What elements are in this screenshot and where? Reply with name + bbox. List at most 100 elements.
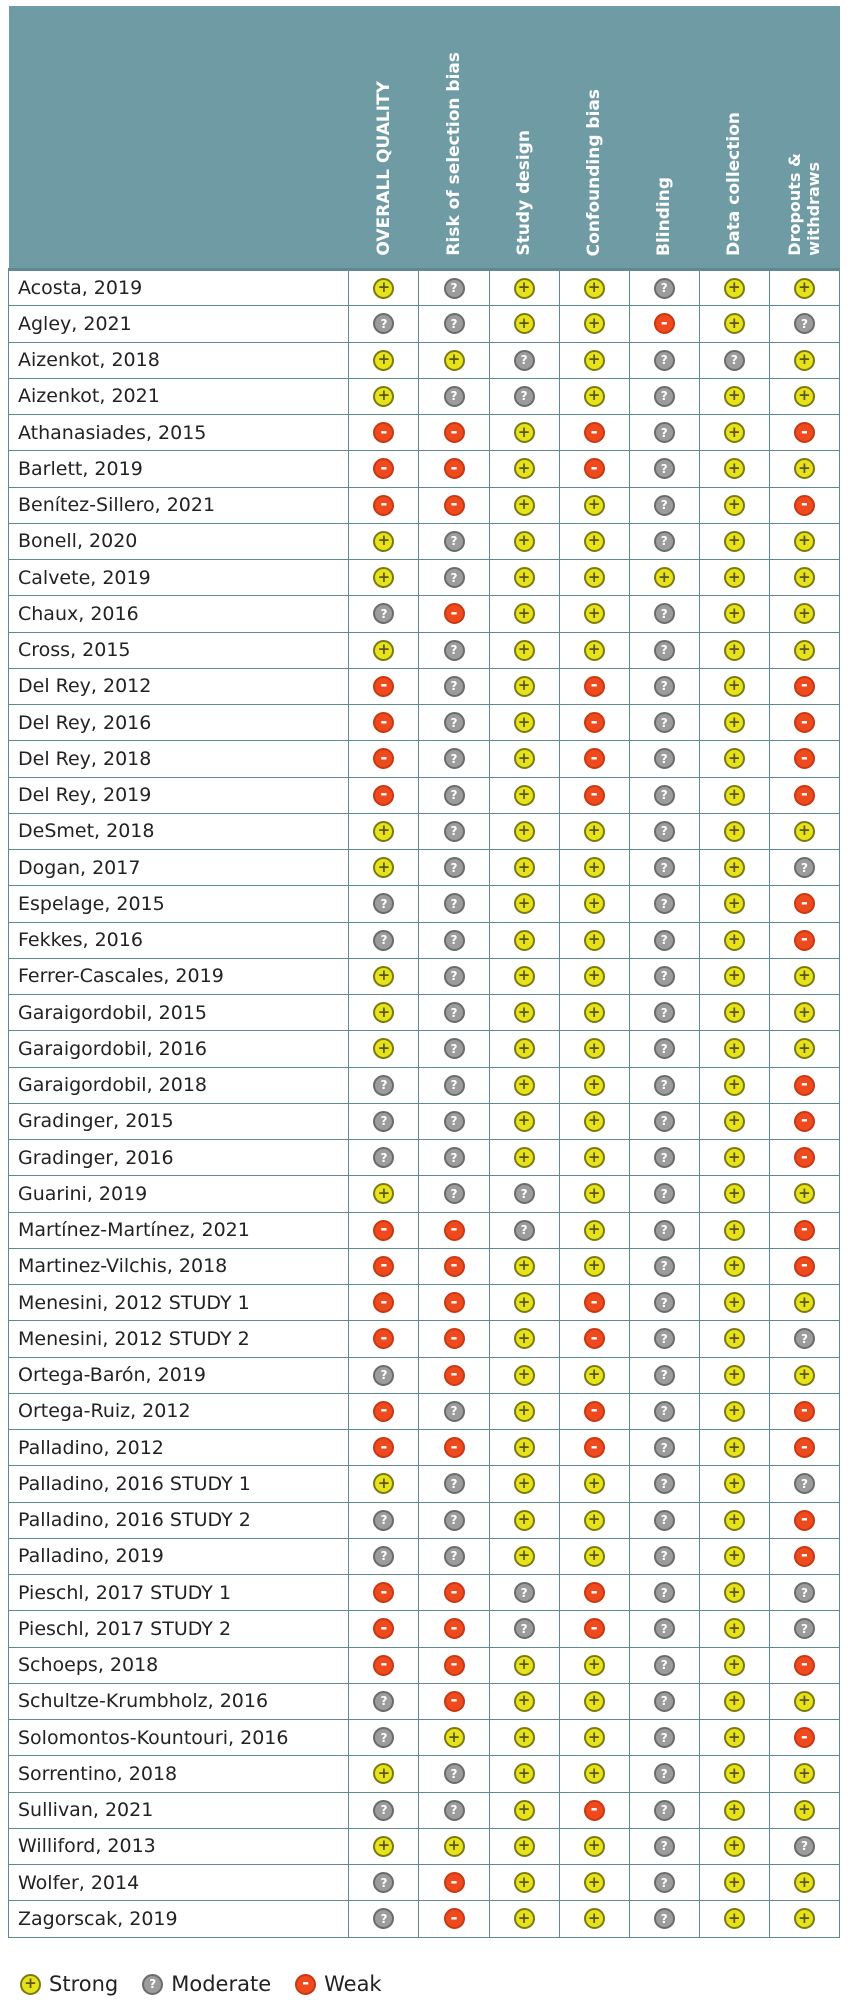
rating-cell — [418, 885, 490, 923]
question-circle-icon — [443, 1545, 465, 1567]
rating-cell — [628, 957, 700, 996]
plus-circle-icon — [373, 1002, 395, 1024]
rating-cell — [488, 667, 560, 706]
rating-cell — [488, 1791, 560, 1829]
question-circle-icon — [653, 784, 675, 806]
rating-cell — [558, 1900, 630, 1938]
rating-cell — [488, 776, 560, 814]
column-header: Confounding bias — [559, 6, 630, 271]
rating-cell — [768, 413, 841, 452]
rating-cell — [418, 1610, 490, 1648]
plus-circle-icon — [723, 1654, 745, 1676]
plus-circle-icon — [513, 1074, 535, 1096]
minus-circle-icon — [443, 1654, 465, 1676]
question-circle-icon — [653, 1292, 675, 1314]
minus-circle-icon — [793, 1654, 815, 1676]
plus-circle-icon — [513, 1400, 535, 1422]
study-name-cell: Acosta, 2019 — [7, 268, 350, 307]
table-row: Gradinger, 2016 — [7, 1138, 841, 1177]
minus-circle-icon — [793, 929, 815, 951]
rating-cell — [418, 1283, 490, 1322]
plus-circle-icon — [513, 1908, 535, 1930]
rating-cell — [418, 812, 490, 851]
rating-cell — [628, 1247, 700, 1286]
study-name-cell: Ferrer-Cascales, 2019 — [7, 957, 350, 996]
rating-cell — [698, 1211, 770, 1249]
minus-circle-icon — [793, 1147, 815, 1169]
rating-cell — [698, 486, 770, 524]
rating-cell — [698, 703, 770, 742]
rating-cell — [488, 305, 560, 343]
plus-circle-icon — [513, 1002, 535, 1024]
study-name-cell: Chaux, 2016 — [7, 595, 350, 633]
question-circle-icon — [373, 1545, 395, 1567]
plus-circle-icon — [513, 1364, 535, 1386]
question-circle-icon — [373, 1509, 395, 1531]
question-circle-icon — [443, 1509, 465, 1531]
question-circle-icon — [443, 1002, 465, 1024]
question-circle-icon — [373, 1872, 395, 1894]
rating-cell — [348, 268, 420, 307]
question-circle-icon — [443, 1400, 465, 1422]
rating-cell — [418, 1465, 490, 1503]
plus-circle-icon — [723, 1255, 745, 1277]
table-row: Martínez-Martínez, 2021 — [7, 1211, 841, 1249]
rating-cell — [628, 703, 700, 742]
plus-circle-icon — [723, 1835, 745, 1857]
table-row: Aizenkot, 2018 — [7, 341, 841, 379]
question-circle-icon — [653, 1074, 675, 1096]
rating-cell — [418, 305, 490, 343]
column-header-label: Confounding bias — [584, 88, 605, 256]
rating-cell — [558, 993, 630, 1032]
rating-cell — [348, 1610, 420, 1648]
rating-cell — [768, 1718, 841, 1757]
table-row: Del Rey, 2016 — [7, 703, 841, 742]
rating-cell — [698, 1030, 770, 1068]
plus-circle-icon — [793, 530, 815, 552]
plus-circle-icon — [583, 1473, 605, 1495]
rating-cell — [698, 1102, 770, 1141]
question-circle-icon — [653, 965, 675, 987]
plus-circle-icon — [793, 277, 815, 299]
minus-circle-icon — [793, 1509, 815, 1531]
minus-circle-icon — [583, 1582, 605, 1604]
minus-circle-icon — [443, 458, 465, 480]
table-row: Garaigordobil, 2015 — [7, 993, 841, 1032]
rating-cell — [348, 1066, 420, 1104]
rating-cell — [768, 1320, 841, 1358]
study-name-cell: Garaigordobil, 2015 — [7, 993, 350, 1032]
rating-cell — [628, 522, 700, 561]
plus-circle-icon — [723, 1219, 745, 1241]
question-circle-icon — [373, 313, 395, 335]
rating-cell — [488, 1320, 560, 1358]
rating-cell — [558, 703, 630, 742]
question-circle-icon — [653, 1835, 675, 1857]
plus-circle-icon — [583, 965, 605, 987]
table-row: Sullivan, 2021 — [7, 1791, 841, 1829]
rating-cell — [698, 1501, 770, 1539]
rating-cell — [768, 957, 841, 996]
table-row: Del Rey, 2012 — [7, 667, 841, 706]
rating-cell — [418, 522, 490, 561]
rating-cell — [558, 450, 630, 488]
plus-circle-icon — [583, 530, 605, 552]
plus-circle-icon — [583, 1908, 605, 1930]
rating-cell — [698, 740, 770, 778]
rating-cell — [768, 486, 841, 524]
question-circle-icon — [653, 1364, 675, 1386]
rating-cell — [488, 848, 560, 887]
minus-circle-icon — [373, 1437, 395, 1459]
rating-cell — [488, 1863, 560, 1902]
rating-cell — [348, 558, 420, 597]
rating-cell — [348, 812, 420, 851]
rating-cell — [628, 1066, 700, 1104]
plus-circle-icon — [513, 422, 535, 444]
rating-cell — [558, 1501, 630, 1539]
rating-cell — [348, 1827, 420, 1866]
rating-cell — [558, 848, 630, 887]
rating-cell — [488, 957, 560, 996]
legend-item: Strong — [20, 1972, 118, 1996]
plus-circle-icon — [513, 1727, 535, 1749]
rating-cell — [698, 1900, 770, 1938]
rating-cell — [488, 1537, 560, 1576]
